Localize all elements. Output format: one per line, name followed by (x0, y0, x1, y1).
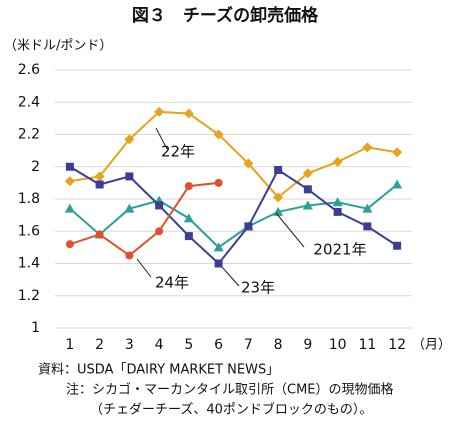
x-tick-label: 1 (65, 337, 74, 353)
x-tick-label: 7 (244, 337, 253, 353)
series-line (69, 110, 398, 199)
point (94, 171, 105, 182)
x-tick-label: 9 (303, 337, 312, 353)
series-label: 24年 (155, 274, 189, 292)
y-tick-label: 2.4 (18, 94, 40, 110)
series-line (69, 165, 398, 265)
point (213, 129, 224, 140)
y-tick-label: 1 (31, 320, 40, 336)
chart-title: 図３ チーズの卸売価格 (132, 5, 319, 26)
y-tick-label: 1.8 (18, 191, 40, 207)
point (184, 232, 193, 241)
point (64, 203, 75, 213)
point (124, 203, 135, 213)
point (332, 197, 343, 207)
leader-line (275, 212, 305, 248)
x-tick-label: 12 (388, 337, 406, 353)
leader-line (136, 258, 152, 278)
y-tick-label: 1.4 (18, 256, 40, 272)
x-tick-label: 8 (274, 337, 283, 353)
point (213, 242, 224, 252)
point (64, 176, 75, 187)
point (125, 251, 134, 260)
x-axis-label: （月） (412, 338, 450, 353)
x-tick-label: 4 (155, 337, 164, 353)
y-tick-label: 2 (31, 159, 40, 175)
point (333, 207, 342, 216)
point (184, 182, 193, 191)
y-tick-label: 1.2 (18, 288, 40, 304)
point (273, 192, 284, 203)
point (214, 178, 223, 187)
point (363, 222, 372, 231)
source-note: 資料：USDA「DAIRY MARKET NEWS」 (38, 363, 279, 378)
point (362, 142, 373, 153)
point (273, 206, 284, 216)
series-line (69, 181, 219, 257)
y-tick-label: 2.6 (18, 62, 40, 78)
y-tick-label: 1.6 (18, 223, 40, 239)
point (303, 185, 312, 194)
point (244, 222, 253, 231)
point (65, 240, 74, 249)
point (392, 147, 403, 158)
point (274, 165, 283, 174)
x-tick-label: 5 (184, 337, 193, 353)
point (95, 180, 104, 189)
point (65, 162, 74, 171)
leader-line (155, 127, 168, 150)
point (125, 172, 134, 181)
x-tick-label: 6 (214, 337, 223, 353)
note: 注：シカゴ・マーカンタイル取引所（CME）の現物価格 (66, 382, 394, 398)
series-label: 23年 (241, 279, 275, 297)
point (155, 201, 164, 210)
series-label: 22年 (161, 143, 195, 161)
y-axis-label: （米ドル/ポンド） (4, 39, 112, 54)
point (302, 168, 313, 179)
point (214, 259, 223, 268)
note: （チェダーチーズ、40ポンドブロックのもの）。 (90, 402, 372, 418)
point (362, 203, 373, 213)
point (124, 134, 135, 145)
point (155, 227, 164, 236)
point (392, 179, 403, 189)
point (302, 200, 313, 210)
y-tick-label: 2.2 (18, 127, 40, 143)
leader-line (221, 266, 240, 287)
point (243, 158, 254, 169)
point (183, 213, 194, 223)
point (393, 241, 402, 250)
point (154, 106, 165, 117)
point (332, 156, 343, 167)
series-label: 2021年 (313, 241, 366, 259)
x-tick-label: 11 (358, 337, 376, 353)
x-tick-label: 10 (329, 337, 347, 353)
point (95, 230, 104, 239)
x-tick-label: 3 (125, 337, 134, 353)
x-tick-label: 2 (95, 337, 104, 353)
series-line (69, 183, 398, 249)
point (183, 108, 194, 119)
